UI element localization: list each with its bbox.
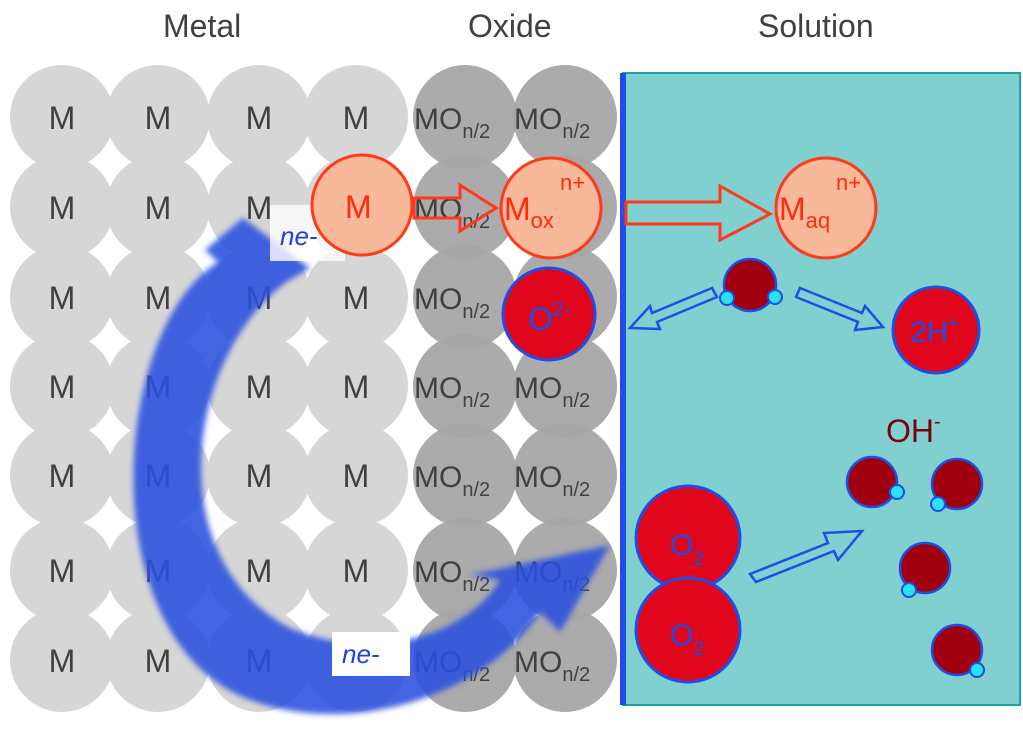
hydroxide-ions xyxy=(845,455,985,678)
metal-atom: M xyxy=(10,334,114,438)
svg-text:n+: n+ xyxy=(836,170,861,195)
metal-atom: M xyxy=(10,245,114,349)
svg-text:n+: n+ xyxy=(560,170,585,195)
metal-atom: M xyxy=(304,65,408,169)
water-molecule-split xyxy=(719,257,783,313)
svg-text:M: M xyxy=(145,280,172,316)
svg-text:M: M xyxy=(145,643,172,679)
oxide-atom: MOn/2 xyxy=(413,65,517,169)
metal-atom: M xyxy=(304,423,408,527)
oxide-atom: MOn/2 xyxy=(513,65,617,169)
svg-text:MOn/2: MOn/2 xyxy=(514,103,590,143)
svg-text:ne-: ne- xyxy=(280,221,318,251)
svg-text:M: M xyxy=(246,190,273,226)
svg-text:M: M xyxy=(49,100,76,136)
svg-text:MOn/2: MOn/2 xyxy=(414,461,490,501)
metal-atom: M xyxy=(10,155,114,259)
electron-label-lower: ne- xyxy=(332,632,410,676)
aqueous-cation: Maq n+ xyxy=(774,156,878,260)
svg-text:M: M xyxy=(49,190,76,226)
hydroxide-label: OH- xyxy=(886,411,941,449)
reacting-metal-atom: M xyxy=(310,153,414,257)
svg-text:O2-: O2- xyxy=(528,299,571,337)
svg-text:MOn/2: MOn/2 xyxy=(414,283,490,323)
oxide-atom: MOn/2 xyxy=(413,423,517,527)
oxide-anion: O2- xyxy=(501,266,597,362)
metal-atom: M xyxy=(106,65,210,169)
svg-text:M: M xyxy=(49,643,76,679)
hydroxide-ion xyxy=(898,541,952,598)
svg-text:MOn/2: MOn/2 xyxy=(414,103,490,143)
oxide-cation: Mox n+ xyxy=(499,156,603,260)
svg-text:M: M xyxy=(49,369,76,405)
svg-text:M: M xyxy=(343,458,370,494)
svg-text:M: M xyxy=(343,100,370,136)
svg-text:MOn/2: MOn/2 xyxy=(414,556,490,596)
arrow-oxide-to-solution xyxy=(624,183,774,243)
metal-atom: M xyxy=(207,65,311,169)
metal-atom: M xyxy=(10,518,114,622)
oxide-atom: MOn/2 xyxy=(413,245,517,349)
svg-text:ne-: ne- xyxy=(342,639,380,669)
metal-atom: M xyxy=(10,423,114,527)
svg-text:M: M xyxy=(49,553,76,589)
svg-text:MOn/2: MOn/2 xyxy=(514,461,590,501)
svg-text:M: M xyxy=(343,369,370,405)
hydroxide-ion xyxy=(930,623,985,678)
metal-atom: M xyxy=(106,155,210,259)
metal-atom: M xyxy=(304,245,408,349)
svg-text:MOn/2: MOn/2 xyxy=(414,372,490,412)
metal-atom: M xyxy=(304,334,408,438)
svg-text:O2: O2 xyxy=(670,619,704,660)
metal-atom: M xyxy=(10,65,114,169)
svg-text:O2: O2 xyxy=(670,529,704,570)
metal-header: Metal xyxy=(163,8,242,44)
svg-text:MOn/2: MOn/2 xyxy=(514,646,590,686)
svg-text:M: M xyxy=(145,100,172,136)
solution-header: Solution xyxy=(758,8,874,44)
svg-text:M: M xyxy=(345,189,372,225)
metal-atom: M xyxy=(207,334,311,438)
svg-text:M: M xyxy=(145,190,172,226)
arrow-water-to-oxide-anion xyxy=(627,286,719,331)
arrow-water-to-protons xyxy=(794,286,886,332)
svg-text:M: M xyxy=(343,280,370,316)
metal-atom: M xyxy=(10,608,114,712)
svg-text:M: M xyxy=(246,458,273,494)
svg-text:Mox: Mox xyxy=(504,191,554,233)
oxide-atom: MOn/2 xyxy=(513,423,617,527)
hydroxide-ion xyxy=(845,455,905,509)
arrow-oxygen-to-hydroxide xyxy=(748,529,865,584)
svg-text:M: M xyxy=(246,100,273,136)
metal-atom: M xyxy=(207,423,311,527)
svg-text:MOn/2: MOn/2 xyxy=(514,372,590,412)
oxygen-molecule: O2 O2 xyxy=(634,484,742,684)
svg-text:M: M xyxy=(49,458,76,494)
hydroxide-ion xyxy=(930,457,984,512)
metal-atom: M xyxy=(304,518,408,622)
oxide-atom: MOn/2 xyxy=(513,608,617,712)
proton-species: 2H+ xyxy=(891,285,981,375)
oxide-atom: MOn/2 xyxy=(413,334,517,438)
svg-text:M: M xyxy=(343,553,370,589)
svg-text:Maq: Maq xyxy=(779,191,830,233)
svg-text:M: M xyxy=(246,553,273,589)
svg-text:M: M xyxy=(246,369,273,405)
oxide-header: Oxide xyxy=(468,8,552,44)
arrow-metal-to-oxide xyxy=(412,182,499,234)
svg-text:2H+: 2H+ xyxy=(910,313,959,349)
svg-text:M: M xyxy=(49,280,76,316)
